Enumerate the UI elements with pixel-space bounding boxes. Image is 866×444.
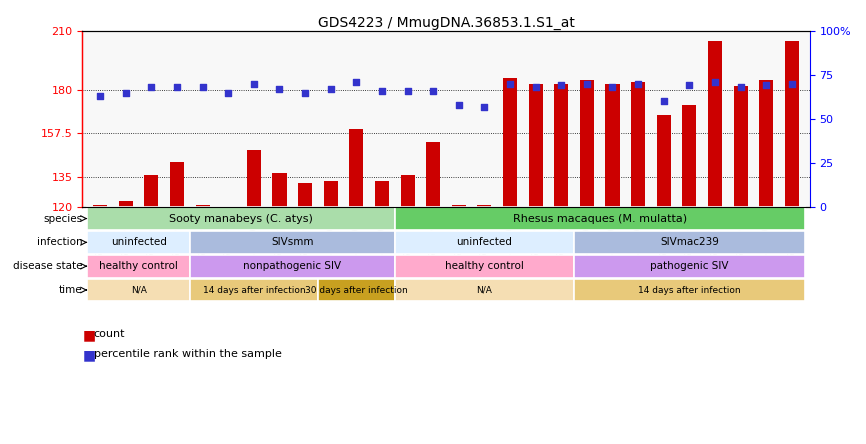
Text: infection: infection [37,238,83,247]
Bar [349,129,364,206]
Bar [190,278,318,301]
Bar [196,205,210,206]
Bar [574,231,805,254]
Bar [273,174,287,206]
Text: SIVsmm: SIVsmm [271,238,313,247]
Bar [324,181,338,206]
Bar [631,82,645,206]
Bar [395,278,574,301]
Bar [574,255,805,278]
Bar [734,86,747,206]
Bar [682,105,696,206]
Bar [94,205,107,206]
Point [656,98,670,105]
Bar [528,84,543,206]
Bar [477,205,492,206]
Bar [452,205,466,206]
Bar [190,255,395,278]
Bar [247,150,261,206]
Point [605,84,619,91]
Point [734,84,747,91]
Bar [503,78,517,206]
Bar [318,278,395,301]
Point [222,89,236,96]
Point [682,82,696,89]
Point [375,87,389,94]
Point [401,87,415,94]
Title: GDS4223 / MmugDNA.36853.1.S1_at: GDS4223 / MmugDNA.36853.1.S1_at [318,16,574,30]
Point [580,80,594,87]
Point [759,82,773,89]
Text: count: count [94,329,125,339]
Point [452,101,466,108]
Text: uninfected: uninfected [111,238,166,247]
Bar [190,231,395,254]
Text: ■: ■ [82,349,95,363]
Bar [87,278,190,301]
Bar [375,181,389,206]
Text: N/A: N/A [131,285,146,294]
Text: species: species [43,214,83,223]
Text: N/A: N/A [476,285,493,294]
Point [273,85,287,92]
Text: Sooty manabeys (C. atys): Sooty manabeys (C. atys) [169,214,313,223]
Bar [170,162,184,206]
Text: disease state: disease state [13,261,83,271]
Bar [426,142,440,206]
Bar [87,207,395,230]
Bar [785,41,798,206]
Text: ■: ■ [82,329,95,343]
Point [170,84,184,91]
Point [247,80,261,87]
Bar [395,207,805,230]
Bar [554,84,568,206]
Text: SIVmac239: SIVmac239 [660,238,719,247]
Bar [708,41,722,206]
Point [94,92,107,99]
Text: percentile rank within the sample: percentile rank within the sample [94,349,281,359]
Point [426,87,440,94]
Bar [574,278,805,301]
Text: 14 days after infection: 14 days after infection [203,285,305,294]
Point [145,84,158,91]
Text: time: time [59,285,83,295]
Text: 14 days after infection: 14 days after infection [638,285,740,294]
Bar [145,175,158,206]
Point [503,80,517,87]
Bar [119,201,132,206]
Text: nonpathogenic SIV: nonpathogenic SIV [243,261,341,271]
Text: uninfected: uninfected [456,238,513,247]
Text: healthy control: healthy control [100,261,178,271]
Point [529,84,543,91]
Point [708,79,722,86]
Point [631,80,645,87]
Point [785,80,798,87]
Bar [759,80,773,206]
Bar [605,84,619,206]
Bar [580,80,594,206]
Text: healthy control: healthy control [445,261,524,271]
Point [196,84,210,91]
Bar [656,115,671,206]
Point [119,89,132,96]
Point [298,89,312,96]
Text: 30 days after infection: 30 days after infection [305,285,408,294]
Text: pathogenic SIV: pathogenic SIV [650,261,728,271]
Bar [395,255,574,278]
Text: Rhesus macaques (M. mulatta): Rhesus macaques (M. mulatta) [513,214,687,223]
Bar [395,231,574,254]
Point [477,103,491,110]
Bar [400,175,415,206]
Point [324,85,338,92]
Bar [87,255,190,278]
Bar [298,183,312,206]
Bar [87,231,190,254]
Point [349,79,363,86]
Point [554,82,568,89]
